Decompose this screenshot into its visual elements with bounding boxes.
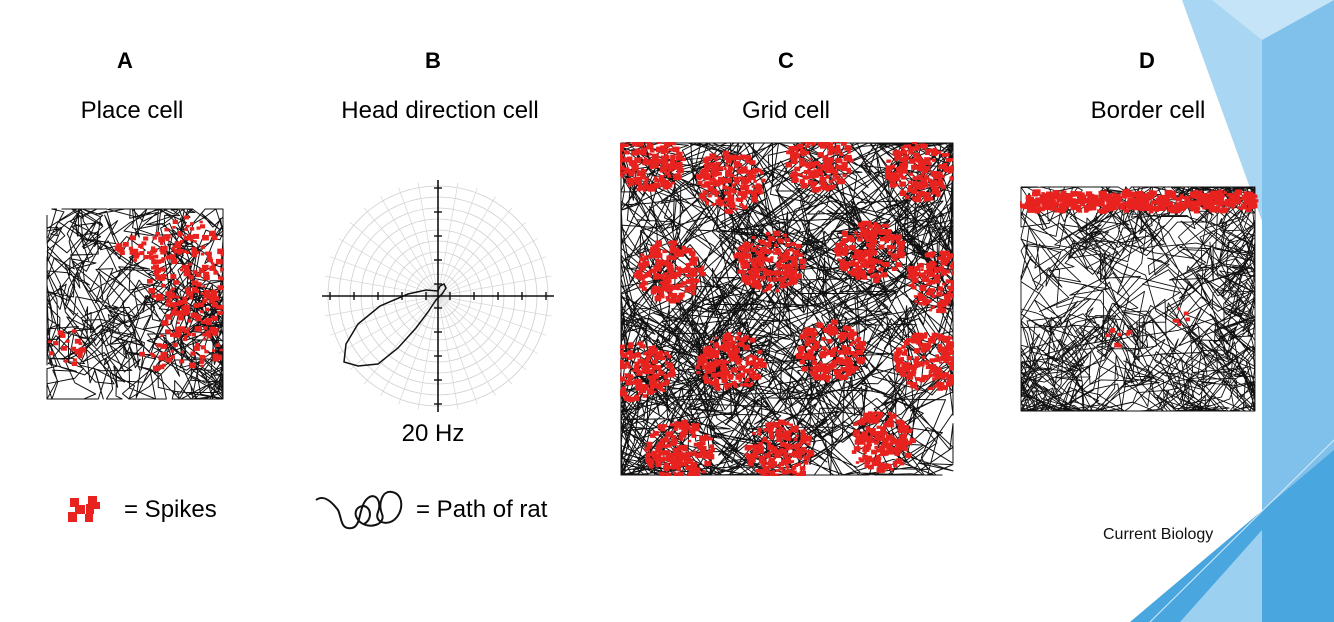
panel-letter-b: B (425, 48, 441, 73)
path-legend-icon (315, 490, 403, 530)
place-cell-plot (46, 208, 224, 400)
polar-scale-label: 20 Hz (401, 420, 465, 447)
polar-axes (322, 180, 554, 412)
blue-facet-bottom (1130, 450, 1334, 622)
head-direction-tuning-curve (343, 282, 447, 367)
legend-path-label: = Path of rat (416, 496, 548, 523)
panel-title-place-cell: Place cell (80, 97, 184, 124)
border-cell-spikes (1020, 188, 1259, 348)
panel-title-border-cell: Border cell (1090, 97, 1206, 124)
border-cell-path (1020, 186, 1256, 412)
blue-facet-bottom-light (1180, 530, 1262, 622)
place-cell-path (46, 208, 224, 400)
panel-title-head-direction-cell: Head direction cell (341, 97, 539, 124)
head-direction-polar-plot (322, 180, 554, 412)
border-cell-plot (1020, 186, 1259, 412)
grid-cell-spikes (620, 142, 954, 476)
blue-facet-corner (1212, 0, 1334, 40)
legend-spikes-label: = Spikes (124, 496, 217, 523)
grid-cell-plot (620, 142, 954, 476)
panel-letter-d: D (1139, 48, 1155, 73)
panel-title-grid-cell: Grid cell (741, 97, 831, 124)
spikes-legend-icon (68, 496, 100, 522)
panel-letter-a: A (117, 48, 133, 73)
place-cell-spikes (47, 215, 224, 372)
panel-letter-c: C (778, 48, 794, 73)
source-credit: Current Biology (1103, 526, 1214, 543)
